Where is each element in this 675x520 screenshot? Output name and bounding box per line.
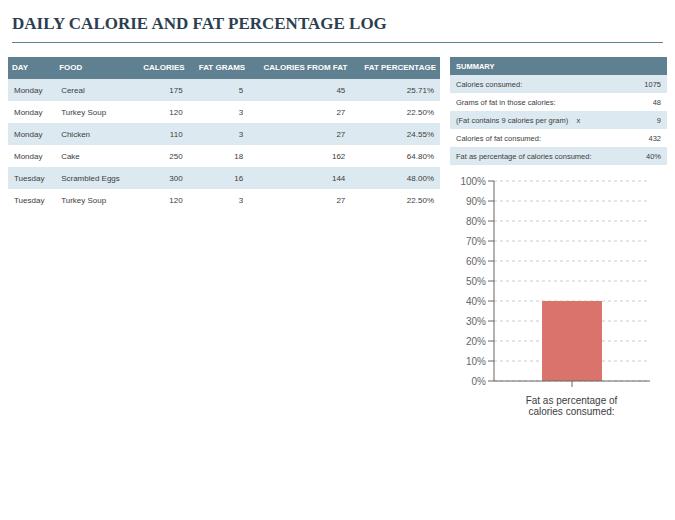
svg-text:30%: 30% <box>465 316 485 327</box>
svg-text:80%: 80% <box>465 216 485 227</box>
html-text:24.55%: 24.55% <box>406 129 434 139</box>
html-text:Chicken: Chicken <box>61 129 90 139</box>
html-text:Grams of fat in those calories: Grams of fat in those calories: <box>456 97 556 107</box>
svg-text:50%: 50% <box>465 276 485 287</box>
html-text:22.50%: 22.50% <box>406 195 434 205</box>
html-text:FAT PERCENTAGE: FAT PERCENTAGE <box>364 62 436 72</box>
html-text:48: 48 <box>652 97 661 107</box>
html-text:Fat as percentage of calories: Fat as percentage of calories consumed: <box>456 151 592 161</box>
html-text:Tuesday: Tuesday <box>14 195 45 205</box>
html-text:64.80%: 64.80% <box>406 151 434 161</box>
html-text:3: 3 <box>238 195 244 205</box>
html-text:250: 250 <box>169 151 183 161</box>
html-text:432: 432 <box>648 133 661 143</box>
html-text:25.71%: 25.71% <box>406 85 434 95</box>
html-text:FAT GRAMS: FAT GRAMS <box>198 62 246 72</box>
html-text:27: 27 <box>336 195 346 205</box>
html-text:120: 120 <box>169 107 183 117</box>
svg-text:20%: 20% <box>465 336 485 347</box>
svg-text:60%: 60% <box>465 256 485 267</box>
html-text:1075: 1075 <box>644 79 661 89</box>
svg-text:100%: 100% <box>460 176 486 187</box>
html-text:Calories of fat consumed:: Calories of fat consumed: <box>456 133 541 143</box>
html-text:110: 110 <box>169 129 183 139</box>
html-text:3: 3 <box>238 129 244 139</box>
html-text:3: 3 <box>238 107 244 117</box>
html-text:Monday: Monday <box>14 151 43 161</box>
html-text:175: 175 <box>169 85 183 95</box>
svg-text:70%: 70% <box>465 236 485 247</box>
html-text:Monday: Monday <box>14 85 43 95</box>
html-text:27: 27 <box>336 129 346 139</box>
html-text:22.50%: 22.50% <box>406 107 434 117</box>
html-text:CALORIES: CALORIES <box>143 62 185 72</box>
html-text:Cake: Cake <box>61 151 80 161</box>
html-text:Calories consumed:: Calories consumed: <box>456 79 523 89</box>
html-text:5: 5 <box>238 85 244 95</box>
html-text:18: 18 <box>234 151 244 161</box>
svg-text:10%: 10% <box>465 356 485 367</box>
html-text:Monday: Monday <box>14 107 43 117</box>
svg-text:90%: 90% <box>465 196 485 207</box>
html-text:27: 27 <box>336 107 346 117</box>
html-text:144: 144 <box>332 173 346 183</box>
html-text:Scrambled Eggs: Scrambled Eggs <box>61 173 120 183</box>
html-text:(Fat contains 9 calories per g: (Fat contains 9 calories per gram) x <box>456 115 581 125</box>
html-text:SUMMARY: SUMMARY <box>456 61 495 71</box>
html-text:Turkey Soup: Turkey Soup <box>61 107 107 117</box>
html-text:CALORIES FROM FAT: CALORIES FROM FAT <box>263 62 348 72</box>
html-text:Fat as percentage of calories: Fat as percentage of calories consumed: <box>525 395 618 417</box>
html-text:DAY: DAY <box>12 62 29 72</box>
html-text:45: 45 <box>336 85 346 95</box>
html-text:9: 9 <box>656 115 661 125</box>
html-text:DAILY CALORIE AND FAT PERCENTA: DAILY CALORIE AND FAT PERCENTAGE LOG <box>12 14 387 33</box>
html-text:162: 162 <box>332 151 346 161</box>
html-text:48.00%: 48.00% <box>406 173 434 183</box>
html-text:300: 300 <box>169 173 183 183</box>
html-text:FOOD: FOOD <box>59 62 83 72</box>
html-text:40%: 40% <box>646 151 661 161</box>
html-text:16: 16 <box>234 173 244 183</box>
html-text:Cereal: Cereal <box>61 85 85 95</box>
html-text:Tuesday: Tuesday <box>14 173 45 183</box>
svg-text:0%: 0% <box>471 376 486 387</box>
svg-text:40%: 40% <box>465 296 485 307</box>
html-text:Monday: Monday <box>14 129 43 139</box>
html-text:Turkey Soup: Turkey Soup <box>61 195 107 205</box>
html-text:120: 120 <box>169 195 183 205</box>
